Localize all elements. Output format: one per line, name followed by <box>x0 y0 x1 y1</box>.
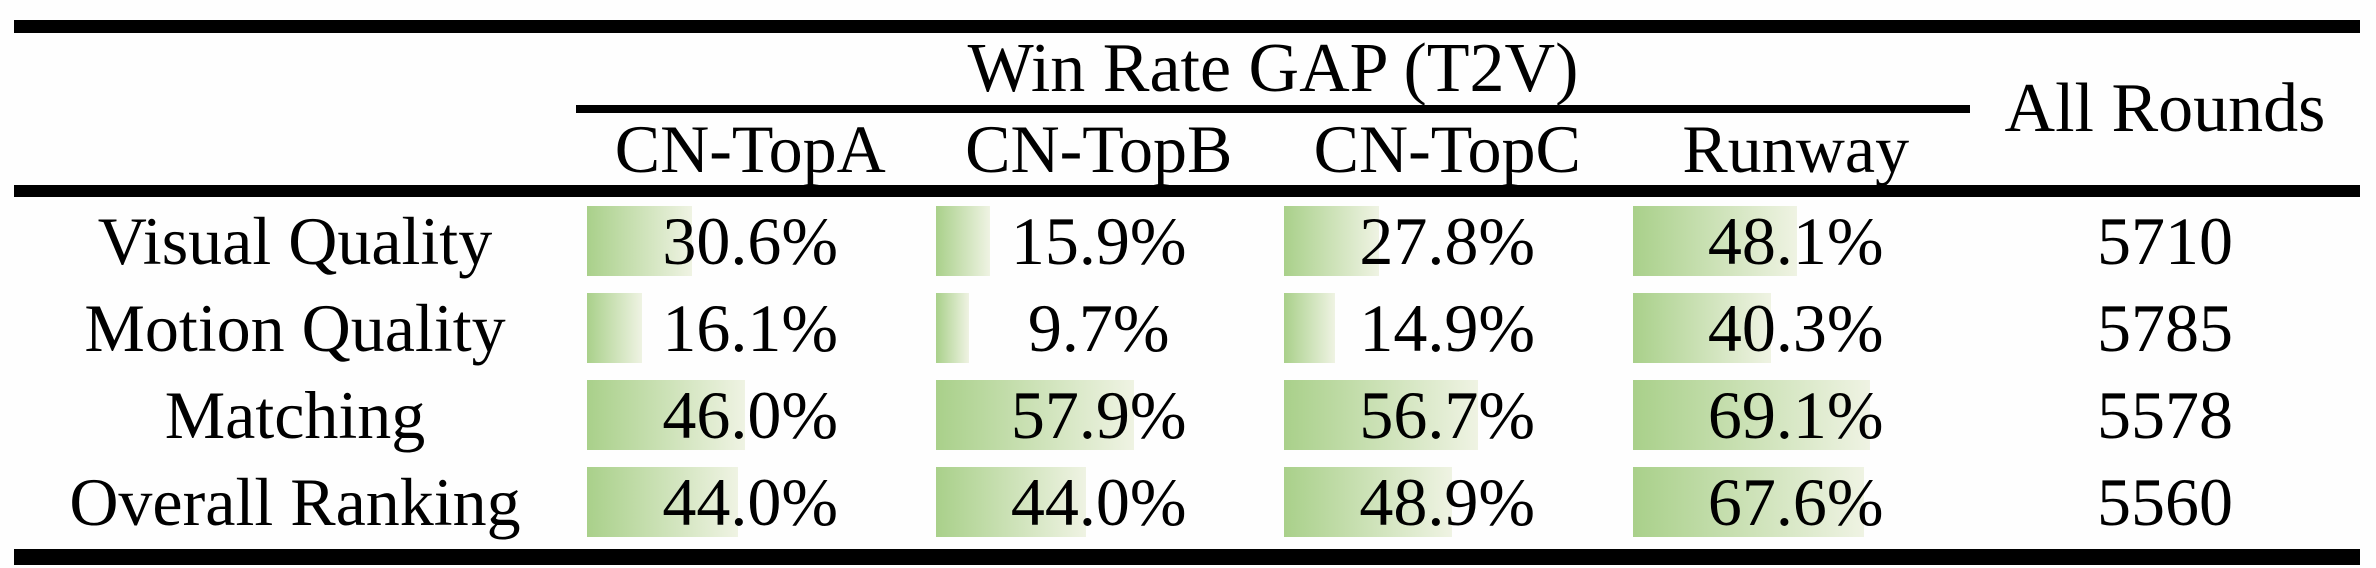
header-separator-rule <box>14 185 2360 197</box>
cell-value: 48.1% <box>1707 202 1884 279</box>
table-cell: 15.9% <box>925 197 1274 284</box>
table-cell: 48.9% <box>1273 458 1622 545</box>
data-bar <box>1284 292 1336 363</box>
table-cell: 27.8% <box>1273 197 1622 284</box>
row-label-matching: Matching <box>164 376 426 453</box>
data-bar <box>935 205 991 276</box>
cell-value: 69.1% <box>1707 376 1884 453</box>
cell-value: 46.0% <box>662 376 839 453</box>
cell-value: 14.9% <box>1359 289 1536 366</box>
row-label-motion-quality: Motion Quality <box>84 289 506 366</box>
table-cell: 44.0% <box>576 458 925 545</box>
column-header-all-rounds: All Rounds <box>2004 70 2326 147</box>
cell-value: 27.8% <box>1359 202 1536 279</box>
table-cell: 67.6% <box>1622 458 1971 545</box>
all-rounds-value: 5560 <box>2097 463 2233 540</box>
cell-value: 16.1% <box>662 289 839 366</box>
data-bar <box>587 292 643 363</box>
table-cell: 46.0% <box>576 371 925 458</box>
row-label-overall-ranking: Overall Ranking <box>69 463 521 540</box>
table-cell: 48.1% <box>1622 197 1971 284</box>
table-cell: 16.1% <box>576 284 925 371</box>
row-label-visual-quality: Visual Quality <box>97 202 493 279</box>
all-rounds-value: 5710 <box>2097 202 2233 279</box>
all-rounds-value: 5785 <box>2097 289 2233 366</box>
column-header-cn-topb: CN-TopB <box>965 111 1233 187</box>
group-header-underline-rule <box>576 105 1970 113</box>
cell-value: 56.7% <box>1359 376 1536 453</box>
column-header-cn-topa: CN-TopA <box>614 111 886 187</box>
cell-value: 9.7% <box>1027 289 1170 366</box>
cell-value: 30.6% <box>662 202 839 279</box>
table-cell: 56.7% <box>1273 371 1622 458</box>
table-cell: 14.9% <box>1273 284 1622 371</box>
group-header-win-rate-gap: Win Rate GAP (T2V) <box>967 30 1579 107</box>
top-rule <box>14 20 2360 33</box>
cell-value: 15.9% <box>1010 202 1187 279</box>
table-cell: 57.9% <box>925 371 1274 458</box>
table-grid: Win Rate GAP (T2V) All Rounds CN-TopA CN… <box>14 33 2360 545</box>
table-cell: 40.3% <box>1622 284 1971 371</box>
bottom-rule <box>14 549 2360 565</box>
table-cell: 30.6% <box>576 197 925 284</box>
cell-value: 67.6% <box>1707 463 1884 540</box>
cell-value: 44.0% <box>662 463 839 540</box>
column-header-runway: Runway <box>1682 111 1910 187</box>
data-bar <box>935 292 969 363</box>
column-header-cn-topc: CN-TopC <box>1313 111 1581 187</box>
cell-value: 44.0% <box>1010 463 1187 540</box>
table-cell: 9.7% <box>925 284 1274 371</box>
cell-value: 57.9% <box>1010 376 1187 453</box>
all-rounds-value: 5578 <box>2097 376 2233 453</box>
table-cell: 69.1% <box>1622 371 1971 458</box>
cell-value: 48.9% <box>1359 463 1536 540</box>
table-cell: 44.0% <box>925 458 1274 545</box>
cell-value: 40.3% <box>1707 289 1884 366</box>
